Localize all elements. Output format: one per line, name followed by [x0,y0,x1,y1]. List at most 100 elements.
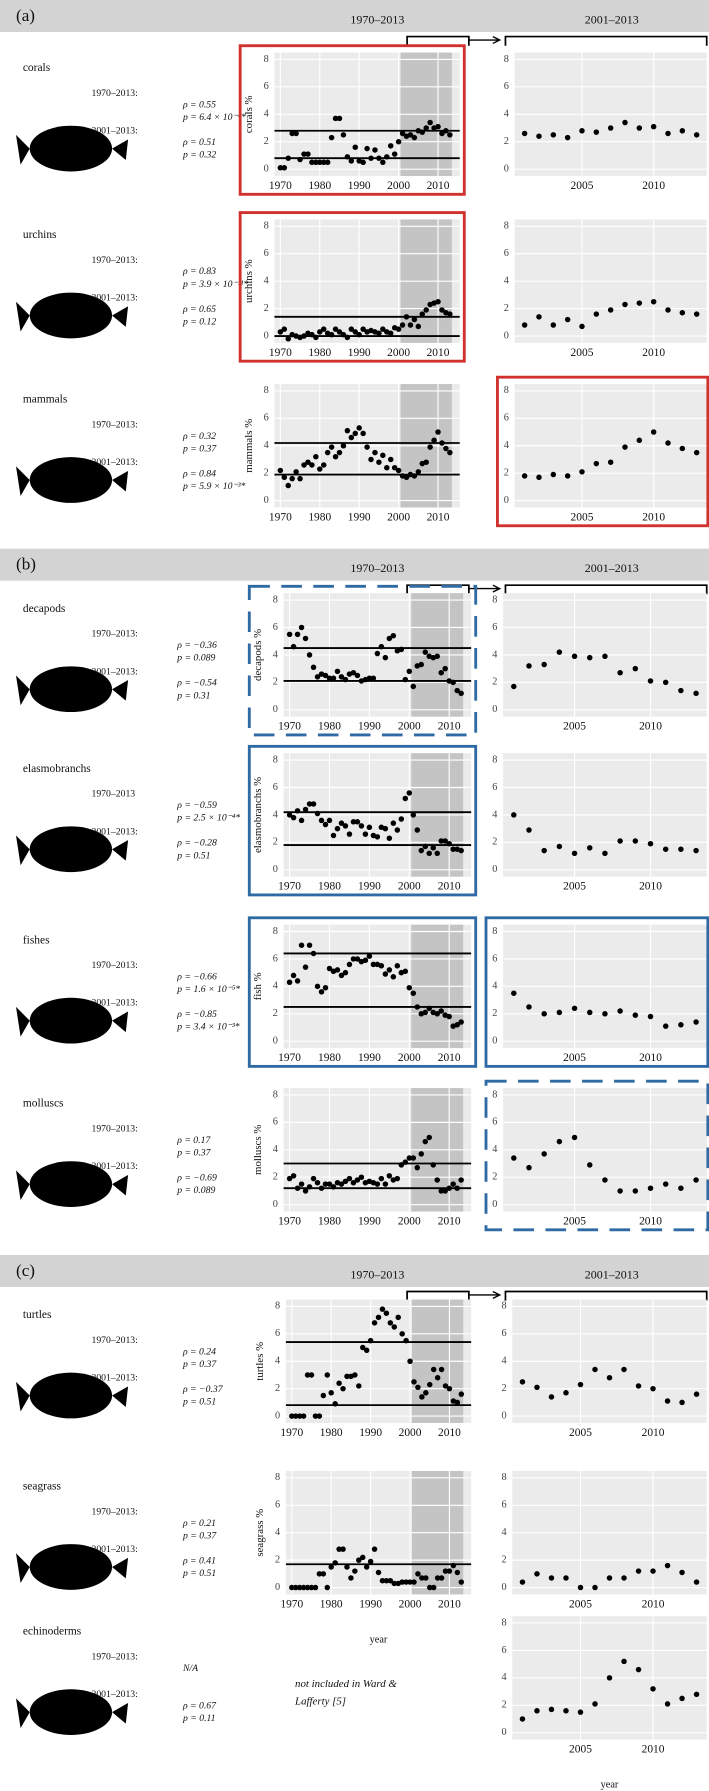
data-point [579,128,584,133]
chart: 0246820052010 [497,377,707,526]
chart: 0246819701980199020002010urchins % [240,213,464,362]
data-point [396,326,401,331]
data-point [678,1022,683,1027]
data-point [435,1375,440,1380]
data-point [439,440,444,445]
data-point [293,131,298,136]
data-point [458,1019,463,1024]
x-tick-label: 2005 [563,1215,586,1227]
x-tick-label: 2010 [639,1215,662,1227]
data-point [427,120,432,125]
data-point [363,831,368,836]
data-point [633,1188,638,1193]
data-point [650,1686,655,1691]
data-point [420,129,425,134]
data-point [637,438,642,443]
data-point [608,459,613,464]
y-axis-label: corals % [243,95,255,133]
x-tick-label: 2000 [398,721,421,733]
data-point [423,125,428,130]
data-point [325,160,330,165]
data-point [299,1181,304,1186]
statistic: ρ = −0.85 [176,1009,217,1020]
y-tick-label: 6 [501,1645,506,1656]
data-point [400,322,405,327]
data-point [408,322,413,327]
data-point [325,1585,330,1590]
y-tick-label: 0 [492,864,497,875]
data-point [415,1571,420,1576]
data-point [419,662,424,667]
data-point [407,669,412,674]
data-point [372,147,377,152]
data-point [387,967,392,972]
data-point [607,1375,612,1380]
data-point [368,155,373,160]
data-point [403,1159,408,1164]
data-point [621,1367,626,1372]
x-tick-label: 2005 [563,721,586,733]
data-point [388,1320,393,1325]
chart: 0246819701980199020002010corals % [240,46,464,195]
data-point [617,1008,622,1013]
data-point [587,655,592,660]
data-point [430,1162,435,1167]
data-point [572,1006,577,1011]
data-point [376,331,381,336]
silhouette [30,1689,112,1735]
data-point [343,970,348,975]
period-label: 1970–2013: [91,255,137,266]
y-tick-label: 6 [504,413,509,424]
chart: 0246819701980199020002010mammals % [243,384,460,523]
x-tick-label: 1980 [318,1052,341,1064]
data-point [431,1585,436,1590]
data-point [663,680,668,685]
data-point [679,1400,684,1405]
statistic: p = 5.9 × 10⁻³* [182,481,246,492]
y-tick-label: 0 [492,704,497,715]
data-point [431,1367,436,1372]
y-tick-label: 0 [264,495,269,506]
data-point [423,1390,428,1395]
data-point [407,985,412,990]
data-point [315,984,320,989]
x-tick-label: 1990 [359,1598,382,1610]
data-point [572,851,577,856]
x-tick-label: 2010 [642,347,665,359]
data-point [295,1185,300,1190]
y-tick-label: 2 [504,468,509,479]
data-point [648,1185,653,1190]
data-point [411,1579,416,1584]
y-tick-label: 8 [492,926,497,937]
data-point [438,1008,443,1013]
y-tick-label: 4 [501,1672,506,1683]
y-tick-label: 2 [264,136,269,147]
statistic: ρ = −0.59 [176,800,217,811]
data-point [309,1372,314,1377]
data-point [293,469,298,474]
data-point [633,1012,638,1017]
data-point [311,951,316,956]
x-tick-label: 2005 [563,1052,586,1064]
data-point [328,1564,333,1569]
data-point [303,1188,308,1193]
data-point [380,1306,385,1311]
data-point [511,990,516,995]
data-point [328,1390,333,1395]
data-point [541,662,546,667]
data-point [594,311,599,316]
y-tick-label: 4 [504,276,509,287]
data-point [391,974,396,979]
data-point [587,1010,592,1015]
data-point [447,311,452,316]
data-point [522,473,527,478]
data-point [321,462,326,467]
period-label: 1970–2013: [91,629,137,640]
period-label: 1970–2013: [91,88,137,99]
data-point [335,826,340,831]
data-point [411,812,416,817]
data-point [335,967,340,972]
data-point [427,444,432,449]
data-point [526,663,531,668]
data-point [443,446,448,451]
